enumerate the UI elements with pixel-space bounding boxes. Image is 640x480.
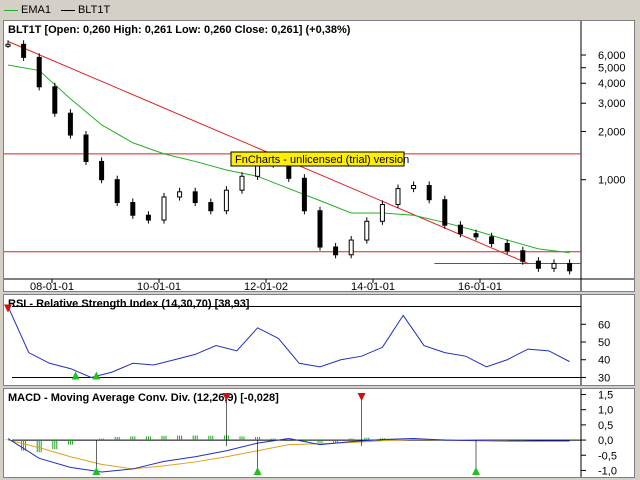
- candle-body: [177, 191, 183, 198]
- candle-body: [67, 112, 73, 136]
- macd-chart: MACD - Moving Average Conv. Div. (12,26,…: [5, 389, 617, 477]
- legend-swatch-ema: [4, 9, 18, 11]
- rsi-panel: RSI - Relative Strength Index (14,30,70)…: [3, 294, 635, 386]
- rsi-chart: RSI - Relative Strength Index (14,30,70)…: [4, 295, 610, 385]
- y-tick-label: -0,5: [598, 450, 617, 462]
- sell-signal-marker: [4, 304, 12, 313]
- y-tick-label: 3,000: [598, 98, 626, 110]
- rsi-line: [7, 306, 570, 378]
- candle-body: [99, 160, 105, 181]
- buy-signal-marker: [253, 467, 262, 475]
- x-tick-label: 12-01-02: [244, 281, 288, 291]
- y-tick-label: 5,000: [598, 63, 626, 75]
- candle-body: [411, 184, 417, 190]
- candle-body: [36, 56, 42, 88]
- candle-body: [83, 134, 89, 162]
- price-chart: BLT1T [Open: 0,260 High: 0,261 Low: 0,26…: [4, 21, 634, 291]
- buy-signal-marker: [92, 467, 101, 475]
- candle-body: [348, 239, 354, 256]
- candle-body: [426, 184, 432, 201]
- x-tick-label: 08-01-01: [30, 281, 74, 291]
- y-tick-label: 0,5: [598, 420, 613, 432]
- y-tick-label: 30: [598, 372, 610, 384]
- candle-body: [52, 86, 58, 114]
- x-tick-label: 14-01-01: [351, 281, 395, 291]
- macd-panel-title: MACD - Moving Average Conv. Div. (12,26,…: [8, 392, 279, 404]
- candle-body: [223, 189, 229, 212]
- signal-line: [7, 438, 570, 470]
- macd-line: [7, 438, 570, 473]
- candle-body: [208, 202, 214, 212]
- candle-body: [567, 262, 573, 272]
- annotation-label: FnCharts - unlicensed (trial) version: [235, 154, 409, 166]
- chart-legend: EMA1 BLT1T: [4, 3, 110, 17]
- y-tick-label: 1,0: [598, 405, 613, 417]
- candle-body: [114, 179, 120, 204]
- legend-label-price: BLT1T: [77, 4, 111, 16]
- candle-body: [457, 224, 463, 235]
- candle-body: [551, 262, 557, 269]
- candle-body: [442, 199, 448, 226]
- candle-body: [161, 196, 167, 221]
- y-tick-label: 0,0: [598, 435, 613, 447]
- buy-signal-marker: [71, 371, 80, 380]
- candle-body: [239, 175, 245, 191]
- y-tick-label: 4,000: [598, 78, 626, 90]
- legend-item-ema: EMA1: [4, 4, 51, 16]
- legend-swatch-price: [60, 9, 75, 11]
- y-tick-label: 1,000: [598, 175, 626, 187]
- candle-body: [317, 210, 323, 248]
- rsi-panel-title: RSI - Relative Strength Index (14,30,70)…: [8, 298, 250, 310]
- candle-body: [379, 204, 385, 222]
- buy-signal-marker: [472, 467, 480, 475]
- candle-body: [145, 214, 151, 221]
- y-tick-label: 2,000: [598, 126, 626, 138]
- price-panel: BLT1T [Open: 0,260 High: 0,261 Low: 0,26…: [3, 20, 635, 292]
- macd-panel: MACD - Moving Average Conv. Div. (12,26,…: [3, 388, 635, 478]
- y-tick-label: 50: [598, 337, 610, 349]
- x-tick-label: 10-01-01: [137, 281, 181, 291]
- candle-body: [333, 246, 339, 256]
- candle-body: [504, 242, 510, 252]
- y-tick-label: 6,000: [598, 50, 626, 62]
- buy-signal-marker: [92, 371, 101, 380]
- candle-body: [301, 177, 307, 212]
- candle-body: [520, 250, 526, 262]
- candle-body: [130, 202, 136, 216]
- candle-body: [473, 233, 479, 238]
- candle-body: [395, 188, 401, 206]
- y-tick-label: 40: [598, 355, 610, 367]
- annotation-box: FnCharts - unlicensed (trial) version: [230, 151, 409, 167]
- candle-body: [364, 220, 370, 241]
- legend-label-ema: EMA1: [21, 4, 51, 16]
- candle-body: [489, 236, 495, 244]
- y-tick-label: -1,0: [598, 465, 617, 477]
- x-tick-label: 16-01-01: [458, 281, 502, 291]
- candle-body: [5, 43, 11, 47]
- price-panel-title: BLT1T [Open: 0,260 High: 0,261 Low: 0,26…: [8, 24, 351, 36]
- sell-signal-marker: [357, 393, 366, 401]
- candle-body: [535, 260, 541, 269]
- sell-signal-marker: [222, 393, 231, 401]
- candle-body: [21, 43, 27, 58]
- legend-item-price: BLT1T: [60, 4, 111, 16]
- y-tick-label: 60: [598, 319, 610, 331]
- y-tick-label: 1,5: [598, 390, 613, 402]
- candle-body: [192, 191, 198, 204]
